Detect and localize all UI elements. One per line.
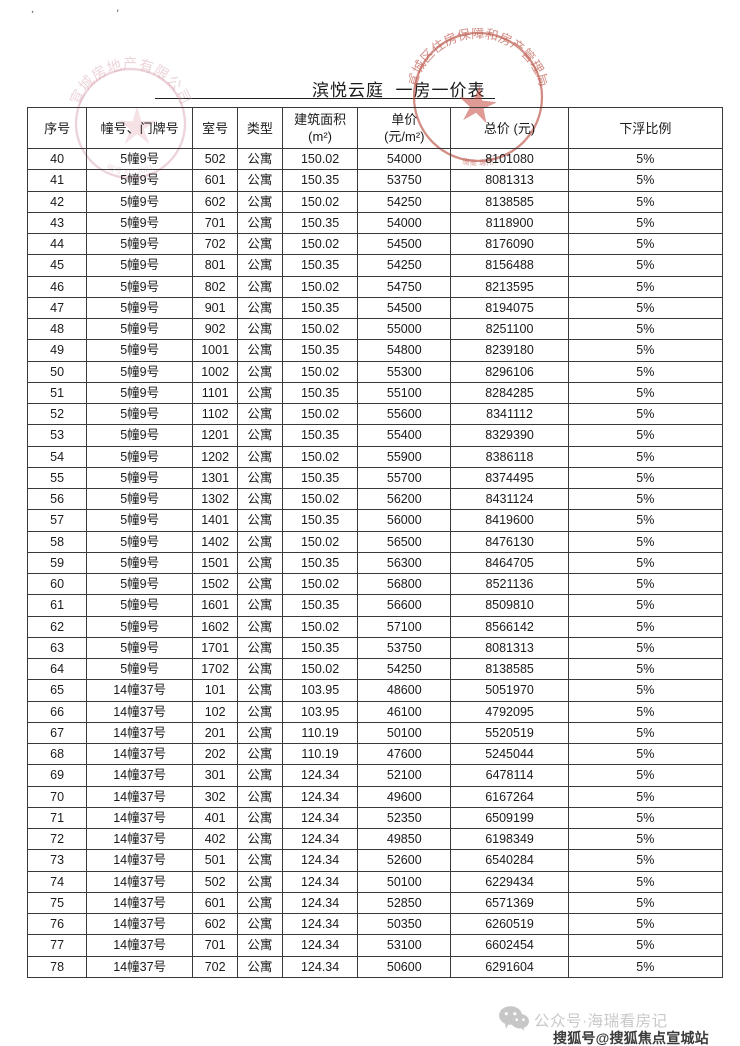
svg-text:宣城房地产有限公司: 宣城房地产有限公司: [67, 56, 193, 107]
svg-text:宣城区住房保障和房产管理局: 宣城区住房保障和房产管理局: [409, 28, 547, 88]
